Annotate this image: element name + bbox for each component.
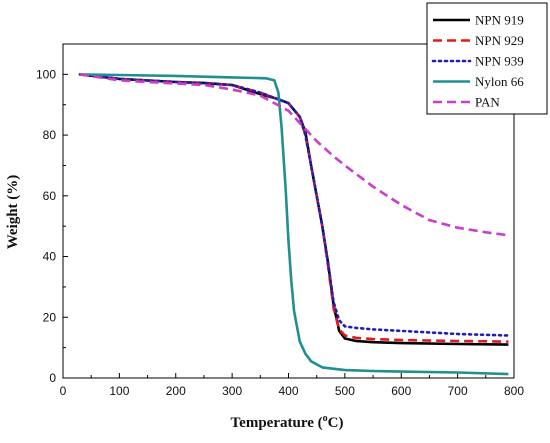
- x-tick-label: 400: [278, 384, 298, 398]
- x-axis-title-unit: o: [323, 413, 328, 424]
- legend-label-npn-929: NPN 929: [475, 33, 524, 48]
- y-tick-label: 0: [49, 371, 56, 385]
- series-lines: [78, 73, 510, 376]
- series-line-npn-939: [78, 73, 510, 337]
- legend-label-npn-919: NPN 919: [475, 13, 524, 28]
- y-axis-title: Weight (%): [5, 175, 21, 250]
- x-axis-title: Temperature (oC): [231, 413, 344, 431]
- x-tick-label: 700: [448, 384, 468, 398]
- y-tick-label: 60: [43, 189, 57, 203]
- y-tick-label: 20: [43, 310, 57, 324]
- x-axis-title-tail: C): [328, 415, 344, 431]
- x-tick-label: 500: [335, 384, 355, 398]
- x-tick-label: 800: [504, 384, 524, 398]
- y-tick-label: 40: [43, 250, 57, 264]
- x-tick-label: 0: [60, 384, 67, 398]
- y-tick-label: 100: [36, 67, 56, 81]
- legend-label-pan: PAN: [475, 95, 500, 110]
- y-tick-label: 80: [43, 128, 57, 142]
- series-line-nylon-66: [79, 73, 509, 376]
- x-tick-label: 600: [391, 384, 411, 398]
- x-tick-label: 200: [166, 384, 186, 398]
- series-line-pan: [79, 73, 509, 237]
- legend-label-nylon-66: Nylon 66: [475, 74, 524, 89]
- x-tick-label: 300: [222, 384, 242, 398]
- legend-label-npn-939: NPN 939: [475, 54, 524, 69]
- x-tick-label: 100: [109, 384, 129, 398]
- legend-box: [426, 2, 548, 115]
- axis-ticks: 0 100 200 300 400 500 600 700 800 0 20 40 60 80 100: [36, 67, 524, 398]
- legend: NPN 919 NPN 929 NPN 939 Nylon 66 PAN: [426, 2, 548, 115]
- x-axis-title-text: Temperature (: [231, 415, 323, 431]
